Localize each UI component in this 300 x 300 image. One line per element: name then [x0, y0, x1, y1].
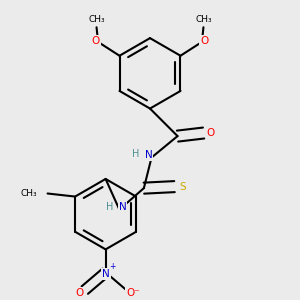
Text: O: O	[75, 288, 83, 298]
Text: N: N	[145, 150, 152, 160]
Text: O: O	[92, 36, 100, 46]
Text: O: O	[207, 128, 215, 138]
Text: O⁻: O⁻	[126, 288, 140, 298]
Text: O: O	[200, 36, 208, 46]
Text: CH₃: CH₃	[88, 15, 105, 24]
Text: S: S	[179, 182, 186, 192]
Text: CH₃: CH₃	[195, 15, 212, 24]
Text: N: N	[102, 269, 110, 279]
Text: H: H	[106, 202, 113, 212]
Text: +: +	[109, 262, 116, 271]
Text: N: N	[118, 202, 126, 212]
Text: CH₃: CH₃	[21, 189, 38, 198]
Text: H: H	[132, 149, 139, 160]
